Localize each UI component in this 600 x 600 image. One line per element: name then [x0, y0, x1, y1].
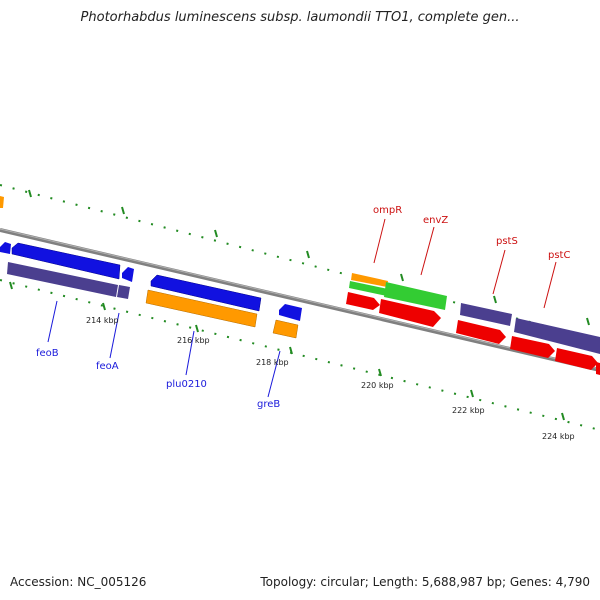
gene-label-ompR[interactable]: ompR [373, 205, 402, 216]
accession-text: Accession: NC_005126 [10, 575, 147, 589]
scale-label-222: 222 kbp [452, 406, 485, 415]
label-leaders-blue [47, 300, 281, 398]
scale-label-216: 216 kbp [177, 336, 210, 345]
gene-envZ-green[interactable] [384, 282, 447, 310]
scale-label-218: 218 kbp [256, 358, 289, 367]
gene-label-greB[interactable]: greB [257, 399, 280, 410]
gene-greB-cds[interactable] [272, 319, 299, 339]
gene-ompR-green[interactable] [349, 281, 388, 296]
topology-text: Topology: circular; Length: 5,688,987 bp… [260, 575, 590, 589]
gene-pstS-red[interactable] [456, 320, 506, 344]
gene-label-feoB[interactable]: feoB [36, 348, 59, 359]
gene-label-pstS[interactable]: pstS [496, 236, 518, 247]
gene-plu0210-cds[interactable] [145, 289, 258, 328]
gene-envZ-red[interactable] [379, 299, 441, 327]
gene-fragment-left[interactable] [0, 196, 4, 208]
gene-feoB-arrow[interactable] [11, 242, 121, 280]
gene-feoA-cds[interactable] [117, 285, 130, 299]
gene-small-blue-left[interactable] [0, 242, 11, 254]
gene-feoA-arrow[interactable] [122, 267, 134, 282]
gene-pstC-red-1[interactable] [510, 336, 555, 358]
gene-pstC-cds[interactable] [514, 318, 600, 354]
scale-label-224: 224 kbp [542, 432, 575, 441]
gene-label-envZ[interactable]: envZ [423, 215, 448, 226]
gene-plu0210-arrow[interactable] [150, 274, 262, 312]
gene-label-pstC[interactable]: pstC [548, 250, 570, 261]
gene-pstS-cds[interactable] [460, 303, 512, 326]
gene-ompR-red[interactable] [346, 292, 380, 310]
gene-label-plu0210[interactable]: plu0210 [166, 379, 207, 390]
gene-ompR-orange[interactable] [351, 273, 388, 287]
scale-label-214: 214 kbp [86, 316, 119, 325]
gene-pstC-red-2[interactable] [555, 348, 598, 370]
gene-greB-arrow[interactable] [279, 304, 302, 321]
lower-tick-track [0, 279, 600, 431]
scale-label-220: 220 kbp [361, 381, 394, 390]
gene-red-fragment-right[interactable] [596, 362, 600, 375]
genome-title: Photorhabdus luminescens subsp. laumondi… [80, 10, 520, 25]
genome-backbone [0, 228, 600, 372]
upper-tick-track [0, 184, 600, 341]
gene-label-feoA[interactable]: feoA [96, 361, 119, 372]
label-leaders-red [373, 218, 557, 309]
gene-feoB-cds[interactable] [7, 262, 118, 297]
